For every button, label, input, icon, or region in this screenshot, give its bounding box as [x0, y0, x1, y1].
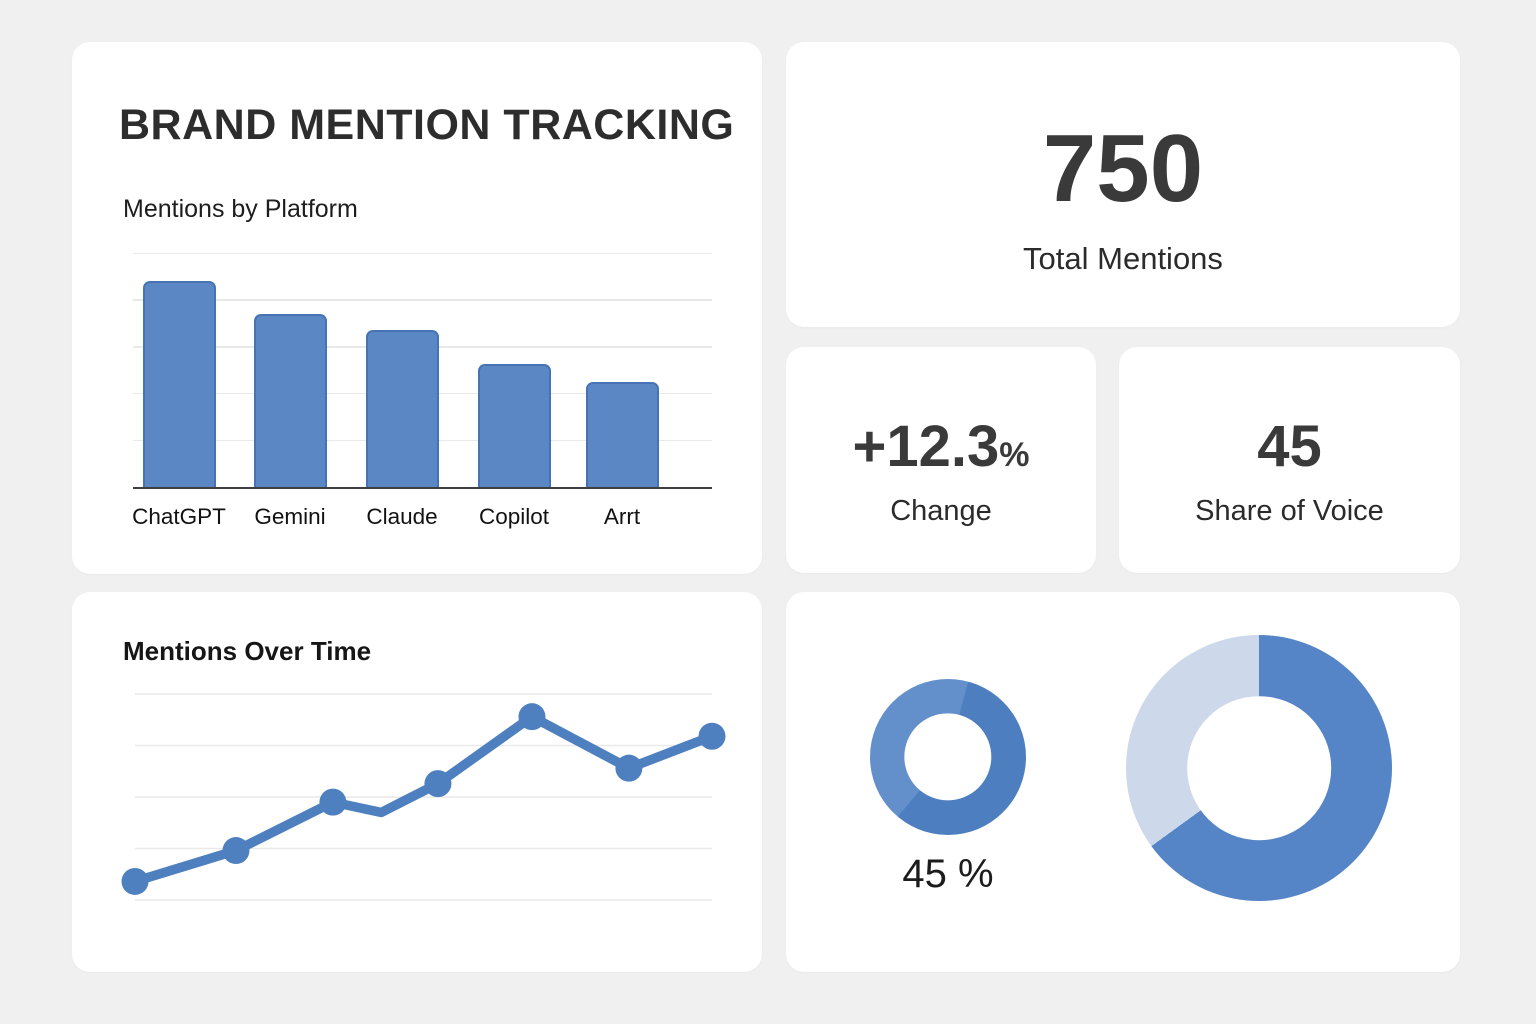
- bar-gridline: [133, 252, 712, 254]
- bar-arrt: [585, 382, 659, 487]
- share-of-voice-label: Share of Voice: [1195, 495, 1384, 527]
- line-marker: [518, 703, 546, 731]
- change-label: Change: [890, 495, 992, 527]
- bar-gridline: [133, 299, 712, 301]
- total-mentions-value: 750: [1042, 115, 1204, 222]
- page-title: BRAND MENTION TRACKING: [119, 101, 735, 149]
- line-marker: [615, 754, 643, 782]
- donut-chart-small: [870, 679, 1026, 835]
- bar-x-axis: [133, 486, 712, 489]
- donut-small-label: 45 %: [902, 852, 994, 896]
- change-number: +12.3: [852, 414, 1000, 479]
- bar-label-copilot: Copilot: [478, 504, 550, 529]
- bar-label-claude: Claude: [366, 504, 438, 529]
- share-of-voice-value: 45: [1257, 414, 1322, 479]
- bar-claude: [365, 329, 439, 487]
- bar-label-chatgpt: ChatGPT: [132, 504, 226, 529]
- line-marker: [121, 867, 149, 895]
- line-marker: [222, 837, 250, 865]
- total-mentions-label: Total Mentions: [1023, 241, 1223, 276]
- mentions-over-time-card: Mentions Over Time: [72, 592, 762, 972]
- line-chart: [121, 693, 726, 901]
- bar-label-arrt: Arrt: [603, 504, 641, 529]
- line-series: [130, 711, 717, 887]
- brand-mention-card: BRAND MENTION TRACKING Mentions by Platf…: [72, 42, 762, 574]
- line-marker: [424, 770, 452, 798]
- line-marker: [698, 722, 726, 750]
- bar-chart-title: Mentions by Platform: [123, 195, 358, 223]
- change-value: +12.3%: [786, 418, 1096, 476]
- percent-sign: %: [999, 436, 1030, 474]
- donut-chart-large: [1126, 635, 1392, 901]
- bar-label-gemini: Gemini: [254, 504, 326, 529]
- bar-gemini: [253, 313, 327, 487]
- donut-small-hole: [904, 713, 992, 801]
- change-card: +12.3% Change: [786, 347, 1096, 573]
- total-mentions-card: 750 Total Mentions: [786, 42, 1460, 327]
- bar-chatgpt: [142, 281, 216, 487]
- line-chart-title: Mentions Over Time: [123, 636, 372, 666]
- donut-charts-card: 45 %: [786, 592, 1460, 972]
- bar-chart-labels: ChatGPT Gemini Claude Copilot Arrt: [132, 504, 712, 536]
- bar-chart: [133, 252, 712, 489]
- line-marker: [319, 788, 347, 816]
- bar-copilot: [477, 364, 551, 487]
- share-of-voice-card: 45 Share of Voice: [1119, 347, 1460, 573]
- donut-large-hole: [1187, 696, 1331, 840]
